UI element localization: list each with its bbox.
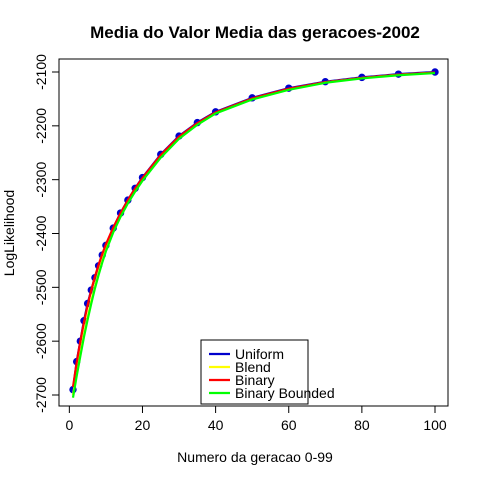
y-tick-label: -2100 [33, 54, 49, 90]
y-axis-label: LogLikelihood [1, 190, 17, 276]
x-tick-label: 80 [354, 417, 370, 433]
legend-label: Uniform [235, 346, 284, 362]
x-tick-label: 100 [423, 417, 447, 433]
x-axis-label: Numero da geracao 0-99 [177, 449, 333, 465]
series-line-binary-bounded [71, 71, 436, 398]
y-tick-label: -2400 [33, 215, 49, 251]
x-tick-label: 20 [135, 417, 151, 433]
legend-label: Binary [235, 372, 275, 388]
y-tick-label: -2200 [33, 108, 49, 144]
x-axis: 0 20 40 60 80 100 [65, 405, 447, 433]
legend-label: Blend [235, 359, 271, 375]
y-axis: -2700 -2600 -2500 -2400 -2300 -2200 -2100 [33, 54, 60, 413]
x-tick-label: 0 [65, 417, 73, 433]
y-tick-label: -2700 [33, 377, 49, 413]
x-tick-label: 40 [208, 417, 224, 433]
y-tick-label: -2500 [33, 269, 49, 305]
x-tick-label: 60 [281, 417, 297, 433]
y-tick-label: -2600 [33, 323, 49, 359]
y-tick-label: -2300 [33, 162, 49, 198]
chart-title: Media do Valor Media das geracoes-2002 [90, 23, 420, 42]
series-layer [69, 68, 439, 398]
legend-label: Binary Bounded [235, 385, 335, 401]
